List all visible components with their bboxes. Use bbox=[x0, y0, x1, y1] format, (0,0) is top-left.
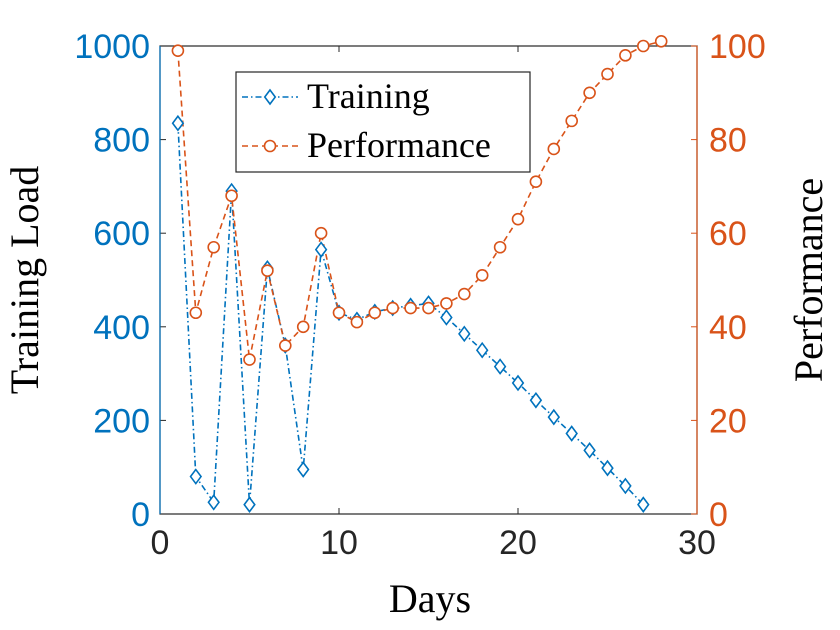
performance-point bbox=[278, 339, 292, 352]
training-point bbox=[493, 358, 507, 375]
y-right-tick-label: 20 bbox=[709, 402, 747, 440]
performance-point bbox=[261, 264, 274, 277]
training-point bbox=[207, 493, 220, 511]
performance-point bbox=[636, 39, 650, 53]
performance-point bbox=[440, 297, 453, 310]
performance-point bbox=[493, 240, 507, 254]
legend-swatch-diamond-icon bbox=[263, 88, 277, 106]
legend-entry-training: Training bbox=[307, 76, 430, 116]
legend-entry-performance: Performance bbox=[307, 125, 491, 165]
legend-box bbox=[235, 71, 531, 173]
y-right-tick-label: 40 bbox=[709, 309, 747, 347]
training-point bbox=[637, 496, 650, 513]
y-left-tick-label: 1000 bbox=[74, 28, 150, 66]
performance-point bbox=[475, 269, 489, 282]
performance-point bbox=[368, 306, 382, 320]
x-tick-label: 30 bbox=[678, 524, 716, 562]
x-tick-label: 20 bbox=[499, 524, 537, 562]
training-point bbox=[458, 325, 471, 343]
training-point bbox=[189, 468, 203, 485]
x-tick-label: 10 bbox=[320, 524, 358, 562]
performance-point bbox=[601, 67, 614, 81]
training-point bbox=[601, 459, 614, 477]
training-point bbox=[440, 309, 453, 326]
y-axis-right-label: Performance bbox=[786, 178, 831, 382]
performance-point bbox=[171, 44, 185, 57]
y-left-tick-label: 200 bbox=[93, 402, 150, 440]
performance-point bbox=[619, 49, 632, 62]
performance-point bbox=[314, 226, 328, 240]
performance-point bbox=[422, 301, 435, 315]
series-markers bbox=[171, 35, 668, 513]
performance-point bbox=[243, 353, 256, 366]
performance-point bbox=[296, 320, 310, 334]
training-point bbox=[565, 425, 578, 442]
performance-point bbox=[457, 287, 471, 301]
y-left-tick-label: 600 bbox=[93, 215, 150, 253]
performance-point bbox=[207, 240, 220, 254]
x-tick-label: 0 bbox=[151, 524, 170, 562]
performance-point bbox=[583, 86, 596, 100]
y-right-tick-label: 0 bbox=[709, 496, 728, 534]
performance-point bbox=[529, 175, 543, 189]
training-point bbox=[314, 241, 328, 258]
performance-point bbox=[404, 301, 417, 315]
legend-swatch-circle-icon bbox=[263, 139, 277, 153]
training-point bbox=[583, 442, 596, 459]
performance-point bbox=[511, 212, 525, 226]
performance-point bbox=[350, 315, 364, 329]
legend: Training Performance bbox=[235, 71, 531, 173]
y-left-tick-label: 800 bbox=[93, 122, 150, 160]
training-point bbox=[529, 391, 543, 409]
performance-point bbox=[565, 114, 579, 128]
x-axis-label: Days bbox=[389, 576, 471, 621]
training-point bbox=[296, 461, 310, 478]
y-right-tick-label: 100 bbox=[709, 28, 766, 66]
performance-point bbox=[225, 189, 238, 203]
y-axis-left-label: Training Load bbox=[2, 166, 47, 395]
training-point bbox=[547, 408, 561, 426]
performance-point bbox=[189, 306, 203, 320]
performance-point bbox=[332, 306, 346, 320]
training-point bbox=[171, 114, 185, 132]
performance-point bbox=[654, 35, 668, 48]
legend-swatches bbox=[242, 88, 298, 153]
y-right-tick-label: 80 bbox=[709, 122, 747, 160]
training-point bbox=[243, 496, 256, 513]
y-left-tick-label: 400 bbox=[93, 309, 150, 347]
y-left-tick-label: 0 bbox=[131, 496, 150, 534]
y-right-tick-label: 60 bbox=[709, 215, 747, 253]
training-point bbox=[475, 341, 489, 359]
training-point bbox=[511, 374, 525, 392]
performance-point bbox=[386, 301, 400, 315]
series-line-performance bbox=[177, 40, 662, 360]
performance-point bbox=[547, 142, 561, 156]
training-point bbox=[619, 477, 632, 495]
